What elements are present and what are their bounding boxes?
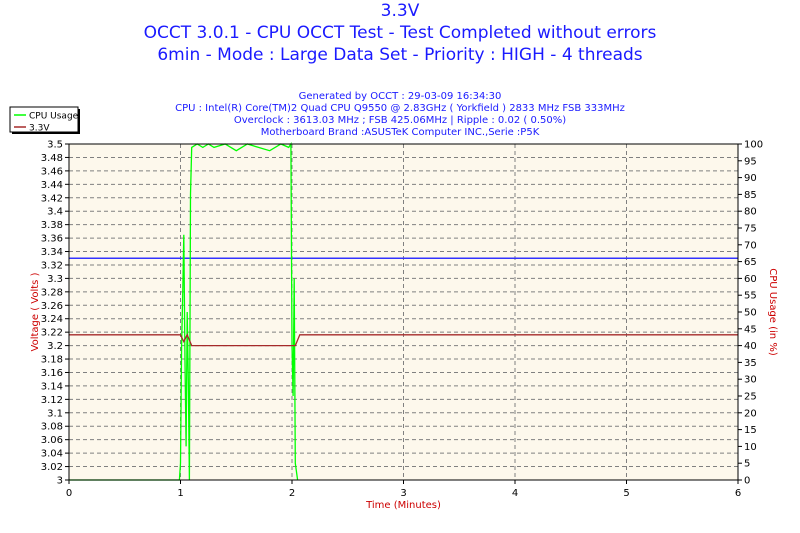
y-tick-label: 3.1 — [47, 408, 63, 419]
y-tick-label: 3.14 — [41, 381, 63, 392]
y-tick-label: 3.28 — [41, 287, 63, 298]
legend-box — [9, 106, 79, 133]
y2-tick-label: 95 — [744, 156, 757, 167]
y2-tick-label: 30 — [744, 375, 757, 386]
x-axis-label: Time (Minutes) — [365, 500, 441, 511]
y-tick-label: 3.22 — [41, 328, 63, 339]
overclock-info: Overclock : 3613.03 MHz ; FSB 425.06MHz … — [233, 115, 567, 126]
x-tick-label: 5 — [623, 488, 629, 499]
y2-tick-label: 80 — [744, 207, 757, 218]
y2-tick-label: 65 — [744, 257, 757, 268]
y2-tick-label: 55 — [744, 291, 757, 302]
y-tick-label: 3.34 — [41, 247, 63, 258]
y2-tick-label: 25 — [744, 392, 757, 403]
y2-tick-label: 0 — [744, 476, 750, 487]
legend-label-cpu: CPU Usage — [29, 112, 79, 122]
y-tick-label: 3.42 — [41, 193, 63, 204]
x-tick-label: 4 — [512, 488, 518, 499]
y2-tick-label: 85 — [744, 190, 757, 201]
cpu-usage-line — [69, 141, 299, 481]
y2-tick-label: 35 — [744, 358, 757, 369]
y2-tick-label: 60 — [744, 274, 757, 285]
x-tick-label: 0 — [66, 488, 72, 499]
y2-tick-label: 10 — [744, 442, 757, 453]
y-tick-label: 3.32 — [41, 260, 63, 271]
y-tick-label: 3.46 — [41, 166, 63, 177]
y-tick-label: 3.02 — [41, 462, 63, 473]
y2-tick-label: 100 — [744, 140, 763, 151]
y-tick-label: 3.26 — [41, 301, 63, 312]
y-tick-label: 3.18 — [41, 355, 63, 366]
legend-label-voltage: 3.3V — [29, 124, 50, 134]
y-tick-label: 3.36 — [41, 234, 63, 245]
plot-border — [68, 143, 739, 481]
y2-tick-label: 50 — [744, 308, 757, 319]
y2-tick-label: 5 — [744, 459, 750, 470]
y2-tick-label: 15 — [744, 425, 757, 436]
chart-title: 3.3V — [380, 1, 420, 21]
x-tick-label: 2 — [289, 488, 295, 499]
y-tick-label: 3 — [57, 476, 63, 487]
y-tick-label: 3.38 — [41, 220, 63, 231]
y-axis-label: Voltage ( Volts ) — [30, 272, 41, 351]
y2-tick-label: 20 — [744, 408, 757, 419]
y2-tick-label: 90 — [744, 173, 757, 184]
x-tick-label: 3 — [400, 488, 406, 499]
y-tick-label: 3.4 — [47, 207, 63, 218]
y-tick-label: 3.44 — [41, 180, 63, 191]
chart-subtitle-test: OCCT 3.0.1 - CPU OCCT Test - Test Comple… — [143, 23, 657, 43]
x-tick-label: 6 — [735, 488, 741, 499]
y2-axis-label: CPU Usage (in %) — [767, 268, 778, 356]
y-tick-label: 3.5 — [47, 140, 63, 151]
y2-tick-label: 45 — [744, 324, 757, 335]
y-tick-label: 3.06 — [41, 435, 63, 446]
motherboard-info: Motherboard Brand :ASUSTeK Computer INC.… — [260, 127, 540, 138]
cpu-info: CPU : Intel(R) Core(TM)2 Quad CPU Q9550 … — [175, 103, 625, 114]
y-tick-label: 3.2 — [47, 341, 63, 352]
chart-subtitle-mode: 6min - Mode : Large Data Set - Priority … — [157, 45, 643, 65]
y2-tick-label: 40 — [744, 341, 757, 352]
voltage-line — [69, 333, 738, 347]
generated-info: Generated by OCCT : 29-03-09 16:34:30 — [298, 91, 502, 102]
y2-tick-label: 75 — [744, 224, 757, 235]
y-tick-label: 3.04 — [41, 449, 63, 460]
y-tick-label: 3.24 — [41, 314, 63, 325]
y-tick-label: 3.08 — [41, 422, 63, 433]
x-tick-label: 1 — [177, 488, 183, 499]
y-tick-label: 3.3 — [47, 274, 63, 285]
y-tick-label: 3.48 — [41, 153, 63, 164]
y2-tick-label: 70 — [744, 240, 757, 251]
y-tick-label: 3.16 — [41, 368, 63, 379]
y-tick-label: 3.12 — [41, 395, 63, 406]
